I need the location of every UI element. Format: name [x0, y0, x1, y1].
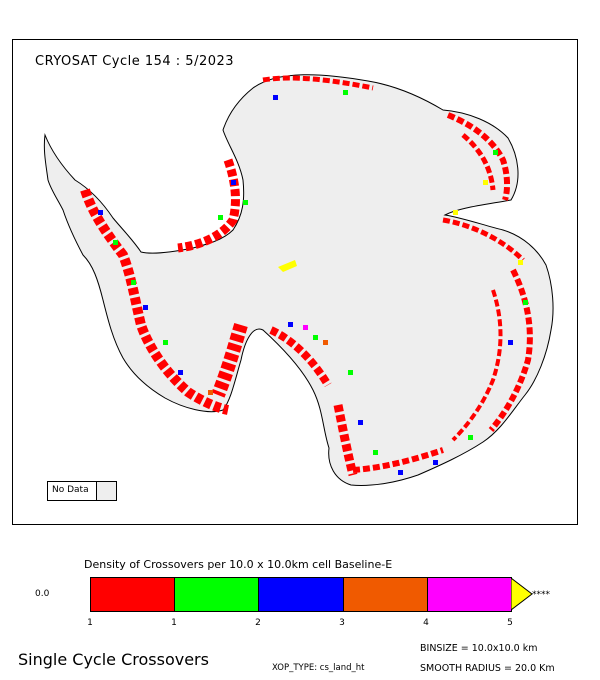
density-cell — [358, 420, 363, 425]
density-band — [262, 75, 374, 91]
density-cell — [208, 390, 213, 395]
density-cell — [178, 370, 183, 375]
density-cell — [508, 340, 513, 345]
colorbar-tick-label: 3 — [339, 618, 345, 628]
colorbar-segment-magenta — [427, 578, 512, 611]
smooth-radius-label: SMOOTH RADIUS = 20.0 Km — [420, 663, 555, 674]
density-cell — [433, 460, 438, 465]
density-band — [211, 322, 248, 398]
density-cell — [518, 260, 523, 265]
colorbar-overflow-arrow — [511, 577, 533, 611]
density-cell — [218, 215, 223, 220]
map-title: CRYOSAT Cycle 154 : 5/2023 — [35, 54, 235, 69]
density-cell — [493, 150, 498, 155]
density-band — [80, 188, 230, 415]
density-cell — [343, 90, 348, 95]
density-band — [451, 289, 503, 442]
high-density-cell — [278, 260, 297, 272]
colorbar-segment-red — [91, 578, 176, 611]
colorbar-segment-green — [175, 578, 260, 611]
antarctica-map — [43, 74, 554, 486]
density-cell — [483, 180, 488, 185]
density-cell — [243, 200, 248, 205]
density-band — [461, 133, 496, 191]
colorbar-segment-blue — [259, 578, 344, 611]
colorbar-overflow-label: **** — [532, 590, 550, 600]
density-cell — [231, 180, 236, 185]
colorbar-tick-label: 2 — [255, 618, 261, 628]
density-cell — [98, 210, 103, 215]
no-data-swatch — [96, 482, 116, 500]
density-cell — [131, 280, 136, 285]
binsize-label: BINSIZE = 10.0x10.0 km — [420, 643, 538, 654]
density-cell — [163, 340, 168, 345]
no-data-legend: No Data — [47, 481, 117, 501]
density-band — [177, 158, 240, 253]
colorbar-tick-label: 4 — [423, 618, 429, 628]
density-band — [269, 326, 332, 388]
density-cell — [398, 470, 403, 475]
density-cell — [303, 325, 308, 330]
density-cell — [523, 300, 528, 305]
antarctica-landmass — [43, 74, 554, 486]
colorbar-segment-orange — [343, 578, 428, 611]
footer-title: Single Cycle Crossovers — [18, 650, 209, 669]
crossover-density-bands — [80, 75, 533, 477]
colorbar-tick-label: 1 — [87, 618, 93, 628]
density-cell — [113, 240, 118, 245]
density-cell — [453, 210, 458, 215]
density-band — [352, 447, 444, 473]
colorbar-tick-label: 1 — [171, 618, 177, 628]
legend-title: Density of Crossovers per 10.0 x 10.0km … — [84, 558, 393, 571]
density-cell — [288, 322, 293, 327]
density-band — [446, 112, 511, 201]
xop-type-label: XOP_TYPE: cs_land_ht — [272, 663, 365, 673]
density-cell — [373, 450, 378, 455]
density-cell — [348, 370, 353, 375]
colorbar — [90, 577, 512, 612]
legend-zero-label: 0.0 — [35, 589, 50, 599]
density-cell — [468, 435, 473, 440]
density-band — [488, 268, 533, 432]
density-band — [333, 404, 358, 477]
density-cell — [143, 305, 148, 310]
no-data-label: No Data — [52, 485, 89, 495]
density-cell — [273, 95, 278, 100]
density-cell — [323, 340, 328, 345]
colorbar-tick-label: 5 — [507, 618, 513, 628]
density-band — [442, 217, 525, 262]
density-cell — [313, 335, 318, 340]
map-frame: CRYOSAT Cycle 154 : 5/2023 No Data — [12, 39, 578, 525]
